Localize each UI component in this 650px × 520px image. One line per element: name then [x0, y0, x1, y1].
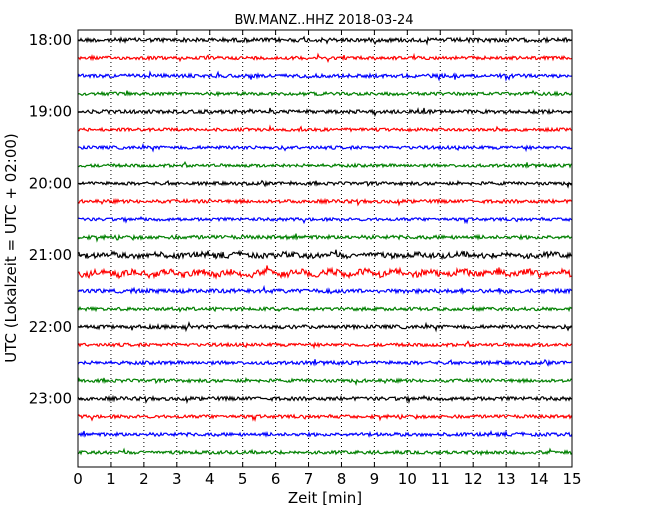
y-tick-label: 19:00 — [29, 103, 72, 121]
x-tick-label: 1 — [106, 470, 116, 488]
x-tick-label: 2 — [139, 470, 149, 488]
y-tick-label: 22:00 — [29, 318, 72, 336]
trace-1800 — [77, 35, 573, 46]
trace-1815 — [77, 52, 573, 63]
trace-2315 — [77, 413, 573, 422]
axis-ticks — [77, 30, 573, 467]
trace-2030 — [77, 215, 573, 225]
trace-2300 — [77, 394, 573, 405]
y-tick-label: 18:00 — [29, 31, 72, 49]
trace-1830 — [77, 70, 573, 82]
grid-lines — [110, 30, 540, 467]
x-tick-label: 12 — [464, 470, 483, 488]
x-tick-label: 8 — [337, 470, 347, 488]
x-tick-label: 3 — [172, 470, 182, 488]
x-tick-labels: 0 1 2 3 4 5 6 7 8 9 10 11 12 13 14 15 — [73, 470, 581, 488]
trace-2130 — [77, 284, 573, 296]
trace-2015 — [77, 197, 573, 207]
x-tick-label: 13 — [497, 470, 516, 488]
x-tick-label: 10 — [398, 470, 417, 488]
trace-2330 — [77, 429, 573, 439]
trace-lines — [77, 35, 573, 457]
x-tick-label: 7 — [304, 470, 314, 488]
x-tick-label: 6 — [271, 470, 281, 488]
plot-frame — [77, 29, 573, 468]
x-axis-label: Zeit [min] — [288, 489, 362, 507]
trace-2100 — [77, 249, 573, 261]
y-tick-label: 21:00 — [29, 246, 72, 264]
trace-1930 — [77, 142, 573, 153]
y-tick-label: 23:00 — [29, 390, 72, 408]
trace-2000 — [77, 179, 573, 189]
trace-1845 — [77, 89, 573, 98]
trace-2345 — [77, 447, 573, 457]
trace-1900 — [77, 106, 573, 118]
trace-2115 — [77, 265, 573, 280]
trace-2230 — [77, 358, 573, 367]
x-tick-label: 14 — [530, 470, 549, 488]
x-tick-label: 9 — [370, 470, 380, 488]
trace-1915 — [77, 124, 573, 133]
trace-2215 — [77, 340, 573, 350]
y-tick-labels: 18:00 19:00 20:00 21:00 22:00 23:00 — [29, 31, 72, 408]
x-tick-label: 0 — [73, 470, 83, 488]
trace-2200 — [77, 321, 573, 333]
trace-1945 — [77, 161, 573, 169]
y-axis-label: UTC (Lokalzeit = UTC + 02:00) — [2, 133, 20, 363]
x-tick-label: 5 — [238, 470, 248, 488]
chart-title: BW.MANZ..HHZ 2018-03-24 — [234, 13, 413, 28]
trace-2145 — [77, 304, 573, 313]
x-tick-label: 4 — [205, 470, 215, 488]
trace-2045 — [77, 233, 573, 243]
x-tick-label: 15 — [562, 470, 581, 488]
trace-2245 — [77, 376, 573, 386]
y-tick-label: 20:00 — [29, 174, 72, 192]
x-tick-label: 11 — [431, 470, 450, 488]
